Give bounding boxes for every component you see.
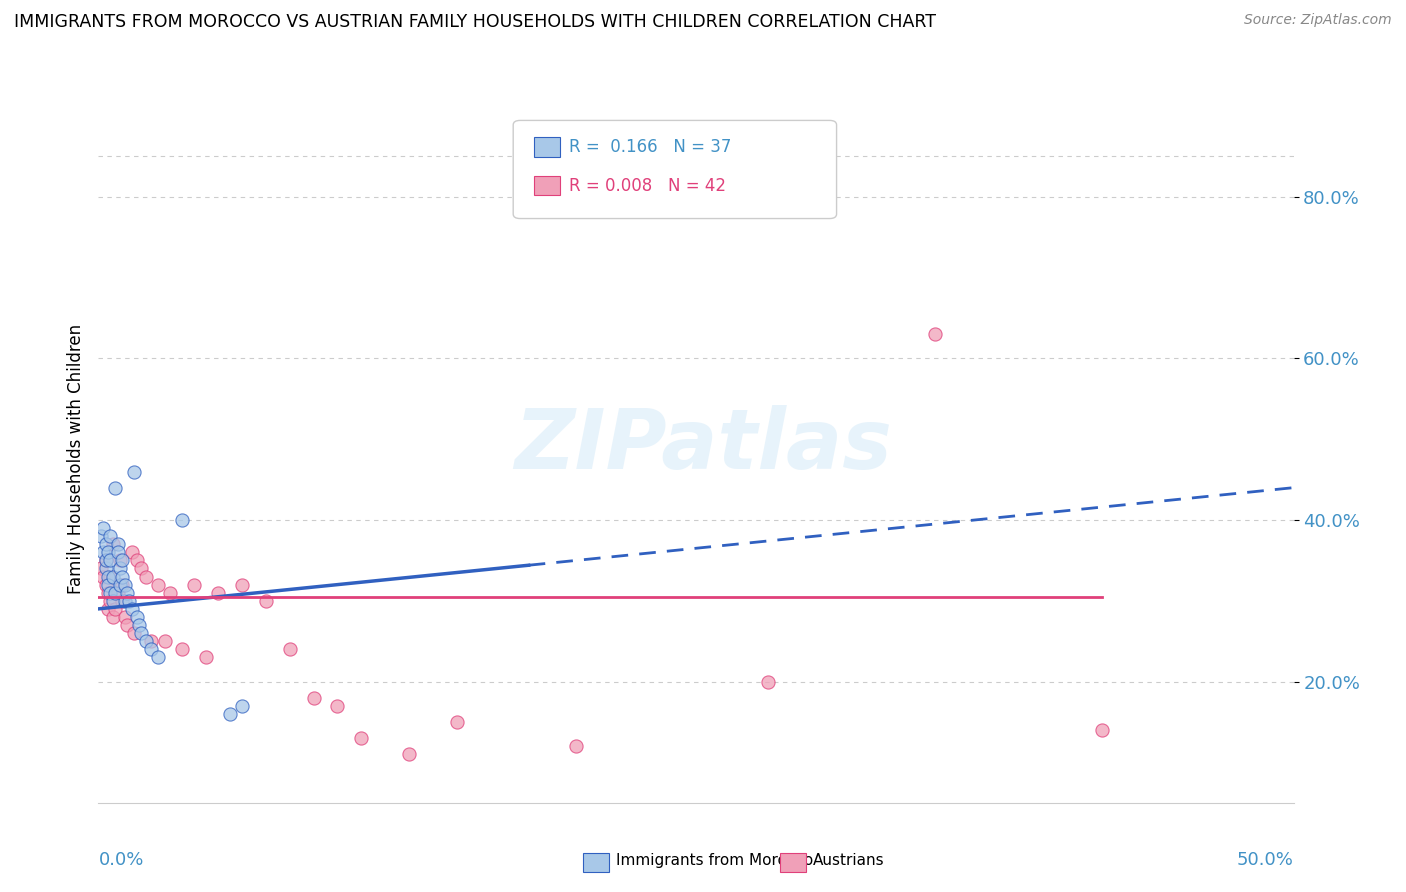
Text: Austrians: Austrians (813, 854, 884, 868)
Point (398, 747, 420, 762)
Y-axis label: Family Households with Children: Family Households with Children (66, 325, 84, 594)
Point (131, 561, 153, 575)
Point (94, 537, 117, 551)
Point (94, 553, 117, 567)
Point (124, 626, 146, 640)
Point (194, 650, 217, 665)
Point (104, 481, 127, 495)
Point (121, 602, 143, 616)
Point (1091, 723, 1114, 737)
Point (114, 577, 136, 591)
Point (90, 529, 112, 543)
Point (172, 513, 194, 527)
Point (115, 585, 138, 599)
Point (94, 553, 117, 567)
Point (135, 634, 157, 648)
Point (111, 553, 134, 567)
Point (207, 585, 229, 599)
Point (101, 537, 124, 551)
Point (148, 577, 170, 591)
Point (97, 585, 120, 599)
Point (139, 642, 162, 657)
Text: Source: ZipAtlas.com: Source: ZipAtlas.com (1244, 13, 1392, 28)
Point (183, 577, 205, 591)
Point (91, 521, 114, 535)
Point (98, 585, 122, 599)
Point (155, 634, 177, 648)
Point (148, 650, 170, 665)
Point (104, 585, 127, 599)
Point (98, 594, 122, 608)
Point (159, 585, 181, 599)
Point (114, 594, 136, 608)
Point (101, 594, 124, 608)
Text: IMMIGRANTS FROM MOROCCO VS AUSTRIAN FAMILY HOUSEHOLDS WITH CHILDREN CORRELATION : IMMIGRANTS FROM MOROCCO VS AUSTRIAN FAMI… (14, 13, 936, 31)
Point (94, 577, 117, 591)
Point (326, 698, 349, 713)
Point (98, 553, 122, 567)
Point (350, 731, 373, 746)
Point (446, 714, 468, 729)
Text: 0.0%: 0.0% (98, 851, 143, 869)
Point (111, 569, 134, 583)
Point (114, 610, 136, 624)
Point (302, 690, 325, 705)
Point (124, 465, 146, 479)
Text: 50.0%: 50.0% (1237, 851, 1294, 869)
Point (278, 642, 301, 657)
Point (98, 569, 122, 583)
Text: Immigrants from Morocco: Immigrants from Morocco (616, 854, 813, 868)
Point (107, 545, 129, 559)
Point (97, 545, 120, 559)
Point (231, 577, 253, 591)
Point (924, 327, 946, 342)
Point (756, 674, 779, 689)
Point (97, 569, 120, 583)
Point (97, 602, 120, 616)
Point (111, 594, 134, 608)
Point (125, 610, 148, 624)
Point (172, 642, 194, 657)
Point (104, 602, 127, 616)
Point (125, 553, 148, 567)
Point (107, 537, 129, 551)
Text: ZIPatlas: ZIPatlas (515, 406, 891, 486)
Point (97, 577, 120, 591)
Point (94, 561, 117, 575)
Point (90, 561, 112, 575)
Point (139, 634, 162, 648)
Text: R = 0.008   N = 42: R = 0.008 N = 42 (569, 177, 727, 194)
Point (231, 698, 253, 713)
Point (135, 569, 157, 583)
Point (115, 618, 138, 632)
Point (128, 618, 150, 632)
Point (108, 553, 131, 567)
Point (565, 739, 588, 754)
Point (98, 529, 122, 543)
Point (121, 545, 143, 559)
Point (131, 626, 153, 640)
Point (219, 706, 242, 721)
Point (108, 561, 131, 575)
Point (108, 577, 131, 591)
Point (107, 585, 129, 599)
Point (91, 569, 114, 583)
Point (111, 577, 134, 591)
Point (101, 569, 124, 583)
Point (101, 610, 124, 624)
Point (254, 594, 277, 608)
Point (91, 545, 114, 559)
Point (118, 594, 141, 608)
Text: R =  0.166   N = 37: R = 0.166 N = 37 (569, 138, 731, 156)
